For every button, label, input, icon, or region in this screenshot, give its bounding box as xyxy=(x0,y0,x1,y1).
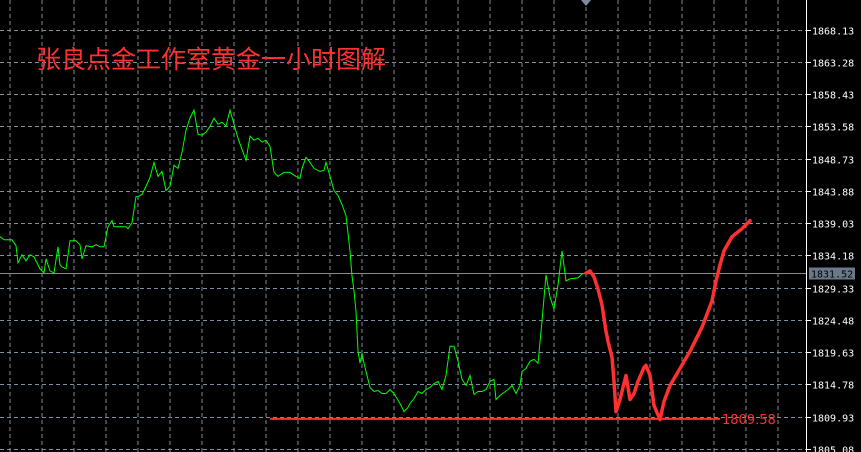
y-tick-label: 1868.13 xyxy=(812,27,854,38)
y-tick-label: 1824.48 xyxy=(812,317,854,328)
y-tick-label: 1819.63 xyxy=(812,349,854,360)
price-line xyxy=(0,108,587,413)
y-tick-label: 1863.28 xyxy=(812,59,854,70)
current-price-badge xyxy=(809,267,855,280)
current-price-label: 1831.52 xyxy=(811,270,853,281)
y-tick-label: 1848.73 xyxy=(812,156,854,167)
y-tick-label: 1853.58 xyxy=(812,123,854,134)
shift-marker-icon xyxy=(581,0,591,6)
chart-title: 张良点金工作室黄金一小时图解 xyxy=(36,45,387,74)
support-level-label: 1809.58 xyxy=(722,413,776,428)
y-tick-label: 1858.43 xyxy=(812,91,854,102)
y-tick-label: 1809.93 xyxy=(812,414,854,425)
y-tick-label: 1814.78 xyxy=(812,381,854,392)
y-tick-label: 1834.18 xyxy=(812,252,854,263)
y-tick-label: 1843.88 xyxy=(812,188,854,199)
y-tick-label: 1805.08 xyxy=(812,446,854,452)
forecast-drawing xyxy=(584,218,752,422)
y-tick-label: 1839.03 xyxy=(812,220,854,231)
y-tick-label: 1829.33 xyxy=(812,285,854,296)
